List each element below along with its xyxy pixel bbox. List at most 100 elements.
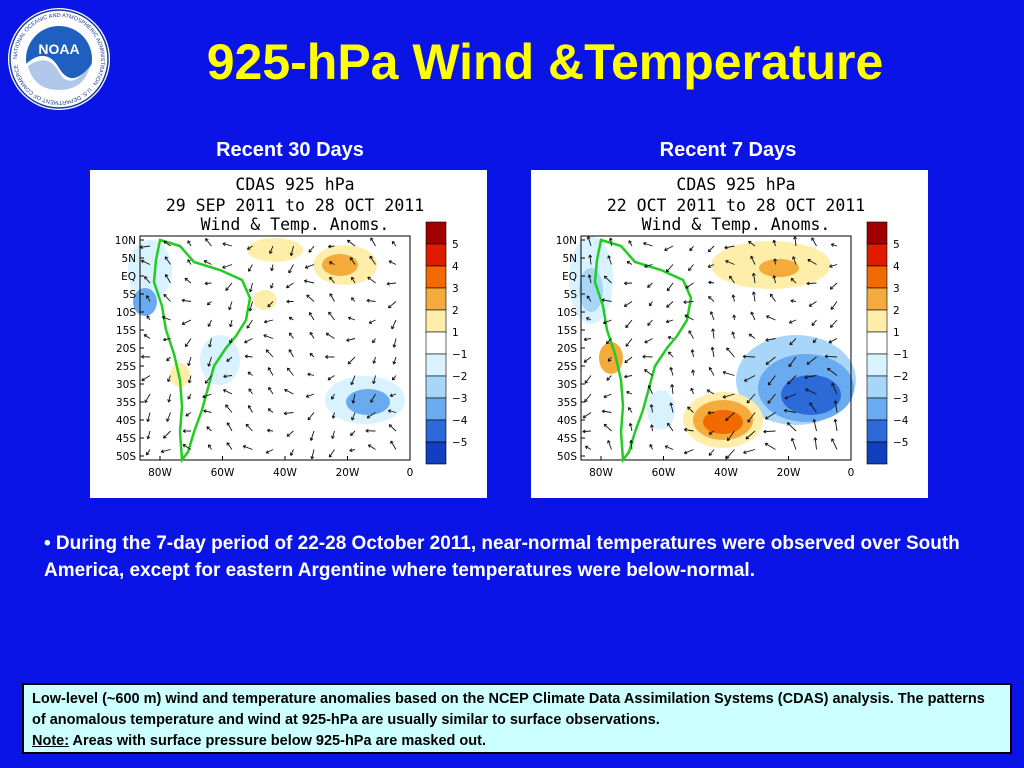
lat-label: 10N xyxy=(556,235,577,247)
lat-label: 10S xyxy=(116,307,136,319)
wind-arrow xyxy=(829,282,838,290)
wind-arrow xyxy=(772,275,777,284)
wind-arrow xyxy=(584,393,592,403)
wind-arrow xyxy=(649,404,654,413)
noaa-logo: NOAA NATIONAL OCEANIC AND ATMOSPHERIC AD… xyxy=(8,8,110,110)
wind-arrow xyxy=(351,276,356,284)
wind-arrow xyxy=(608,237,613,247)
wind-arrow xyxy=(208,338,212,348)
wind-arrow xyxy=(647,282,653,288)
wind-arrow xyxy=(691,369,696,376)
wind-arrow xyxy=(784,393,797,400)
wind-arrow xyxy=(603,393,612,399)
wind-arrow xyxy=(664,245,674,251)
lat-label: 35S xyxy=(116,397,136,409)
colorbar-label: −4 xyxy=(452,415,468,427)
lat-label: 30S xyxy=(557,379,577,391)
wind-arrow xyxy=(827,367,838,376)
wind-arrow xyxy=(688,264,694,272)
wind-arrow xyxy=(166,356,171,362)
wind-arrow xyxy=(226,442,233,450)
wind-arrow xyxy=(167,375,171,382)
wind-arrow xyxy=(710,346,715,358)
wind-arrow xyxy=(309,331,315,339)
wind-arrow xyxy=(207,356,212,367)
lat-label: 5N xyxy=(121,253,136,265)
wind-arrow xyxy=(813,437,818,450)
wind-arrow xyxy=(707,264,715,268)
wind-arrow xyxy=(248,301,253,312)
wind-arrow xyxy=(709,311,715,321)
wind-arrow xyxy=(246,245,253,250)
panel-title-line-3: Wind & Temp. Anoms. xyxy=(201,215,390,234)
lat-label: 20S xyxy=(557,343,577,355)
wind-arrow xyxy=(308,245,315,253)
wind-arrow xyxy=(203,260,212,265)
colorbar-swatch xyxy=(866,397,888,421)
wind-arrow xyxy=(346,239,356,247)
wind-arrow xyxy=(289,245,294,257)
wind-arrow xyxy=(644,338,653,344)
wind-arrow xyxy=(830,243,838,247)
colorbar: 5 4 3 2 1 −1 −2 −3 −4 −5 xyxy=(425,221,468,465)
wind-arrow xyxy=(268,386,274,395)
wind-arrow xyxy=(184,277,192,284)
wind-arrow xyxy=(708,280,715,285)
panel-caption-30-days: Recent 30 Days xyxy=(216,139,364,161)
lat-label: 30S xyxy=(116,379,136,391)
wind-arrow xyxy=(601,409,612,414)
wind-arrow xyxy=(144,393,151,404)
wind-arrow xyxy=(750,311,756,321)
wind-arrow xyxy=(367,444,376,450)
colorbar: 5 4 3 2 1 −1 −2 −3 −4 −5 xyxy=(866,221,909,465)
wind-arrow xyxy=(229,319,233,328)
wind-arrow xyxy=(267,301,274,308)
wind-arrow xyxy=(202,393,212,399)
wind-arrow xyxy=(623,301,633,307)
wind-arrow xyxy=(226,356,233,362)
wind-arrow xyxy=(372,375,376,384)
wind-arrow xyxy=(587,274,592,284)
wind-arrows-30-days xyxy=(139,237,397,460)
wind-arrow xyxy=(793,236,798,247)
panel-caption-7-days: Recent 7 Days xyxy=(659,139,797,161)
wind-arrow xyxy=(690,387,694,395)
wind-arrow xyxy=(369,255,376,265)
wind-arrow xyxy=(392,356,397,365)
wind-arrow xyxy=(245,423,253,432)
wind-arrow xyxy=(746,393,756,404)
wind-arrow xyxy=(226,422,233,432)
wind-arrow xyxy=(289,449,294,456)
wind-arrow xyxy=(602,319,612,325)
wind-arrow xyxy=(750,255,756,265)
wind-arrow xyxy=(647,319,653,326)
explanation-box: Low-level (~600 m) wind and temperature … xyxy=(22,683,1012,754)
wind-arrow xyxy=(668,351,674,358)
wind-arrow xyxy=(582,429,592,434)
wind-arrow xyxy=(744,375,756,382)
wind-arrow xyxy=(786,422,797,432)
wind-arrow xyxy=(288,332,294,339)
wind-arrow xyxy=(707,410,715,415)
wind-arrow xyxy=(748,333,756,339)
summary-bullet: • During the 7-day period of 22-28 Octob… xyxy=(44,533,960,581)
wind-arrow xyxy=(204,375,212,384)
colorbar-swatch xyxy=(866,419,888,443)
wind-arrow xyxy=(372,338,376,344)
wind-arrow xyxy=(624,281,633,286)
wind-arrow xyxy=(391,319,397,330)
colorbar-label: −2 xyxy=(452,371,467,383)
wind-arrow xyxy=(392,338,397,348)
wind-arrow xyxy=(644,369,653,376)
lat-label: 50S xyxy=(116,451,136,463)
wind-arrow xyxy=(765,356,776,365)
wind-arrow xyxy=(388,260,397,265)
wind-arrow xyxy=(146,295,151,302)
wind-arrow xyxy=(161,315,171,321)
wind-arrow xyxy=(603,423,612,432)
wind-arrow xyxy=(809,402,817,413)
wind-arrow xyxy=(767,393,776,404)
wind-arrow xyxy=(628,240,633,247)
wind-arrow xyxy=(831,382,838,395)
wind-arrow xyxy=(325,355,335,359)
